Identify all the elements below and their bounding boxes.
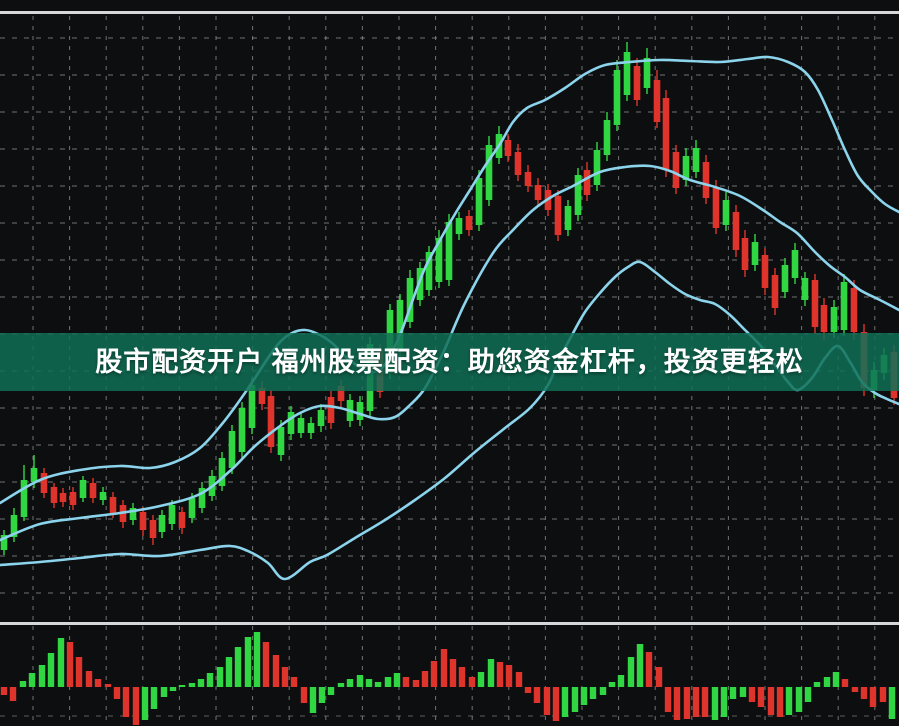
bollinger-upper-line <box>0 55 899 505</box>
top-separator <box>0 11 899 14</box>
histogram-separator <box>0 622 899 625</box>
bollinger-lower-line <box>0 260 899 581</box>
panel-separators <box>0 11 899 625</box>
grid-lines <box>0 16 899 726</box>
price-candles <box>0 42 898 555</box>
oscillator-histogram-panel <box>0 632 896 725</box>
promo-banner[interactable]: 股市配资开户 福州股票配资：助您资金杠杆，投资更轻松 <box>0 333 899 391</box>
promo-banner-headline: 股市配资开户 福州股票配资：助您资金杠杆，投资更轻松 <box>95 346 804 377</box>
bollinger-bands <box>0 55 899 581</box>
bollinger-middle-line <box>0 164 899 542</box>
